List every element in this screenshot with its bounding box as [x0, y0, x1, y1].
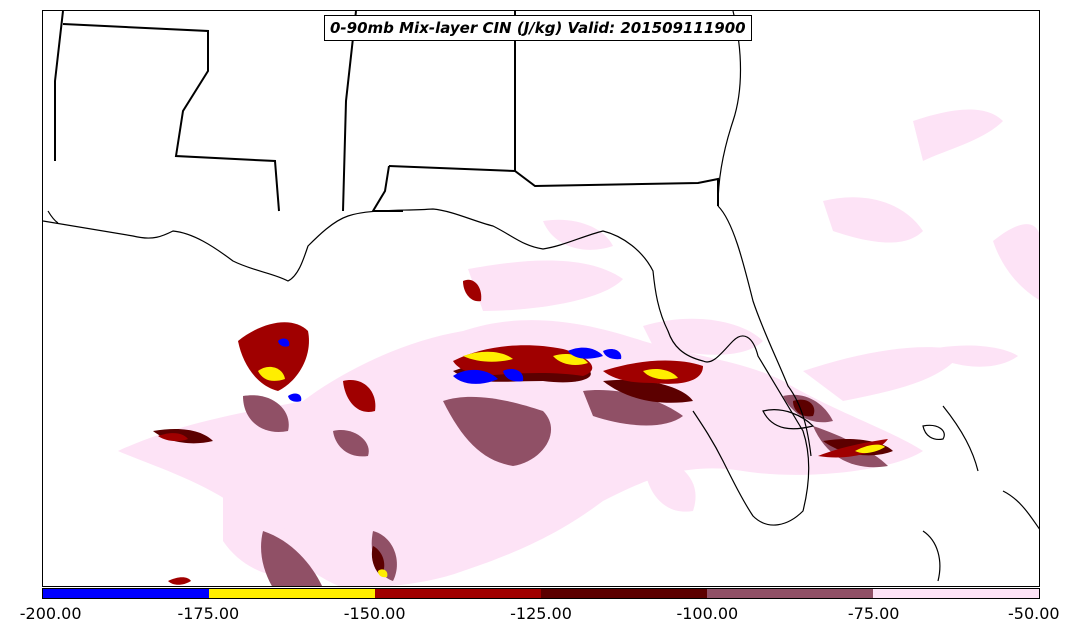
- map-panel: [42, 10, 1040, 587]
- cin-field-red: [158, 279, 888, 585]
- colorbar-segment: [541, 589, 707, 598]
- colorbar-tick-label: -100.00: [676, 604, 739, 623]
- coastline: [43, 11, 1039, 582]
- colorbar-segment: [43, 589, 209, 598]
- colorbar-tick-label: -175.00: [177, 604, 240, 623]
- colorbar-tick-label: -200.00: [19, 604, 82, 623]
- cin-map: [43, 11, 1039, 586]
- state-boundaries: [54, 11, 719, 212]
- colorbar-tick-label: -50.00: [1008, 604, 1060, 623]
- colorbar-segment: [707, 589, 873, 598]
- colorbar-segment: [209, 589, 375, 598]
- colorbar: [42, 588, 1040, 599]
- cin-field-blue: [278, 338, 622, 402]
- colorbar-tick-label: -125.00: [510, 604, 572, 623]
- colorbar-tick-label: -75.00: [847, 604, 900, 623]
- map-title: 0-90mb Mix-layer CIN (J/kg) Valid: 20150…: [324, 15, 752, 41]
- colorbar-tick-label: -150.00: [343, 604, 406, 623]
- colorbar-segment: [873, 589, 1039, 598]
- colorbar-segment: [375, 589, 541, 598]
